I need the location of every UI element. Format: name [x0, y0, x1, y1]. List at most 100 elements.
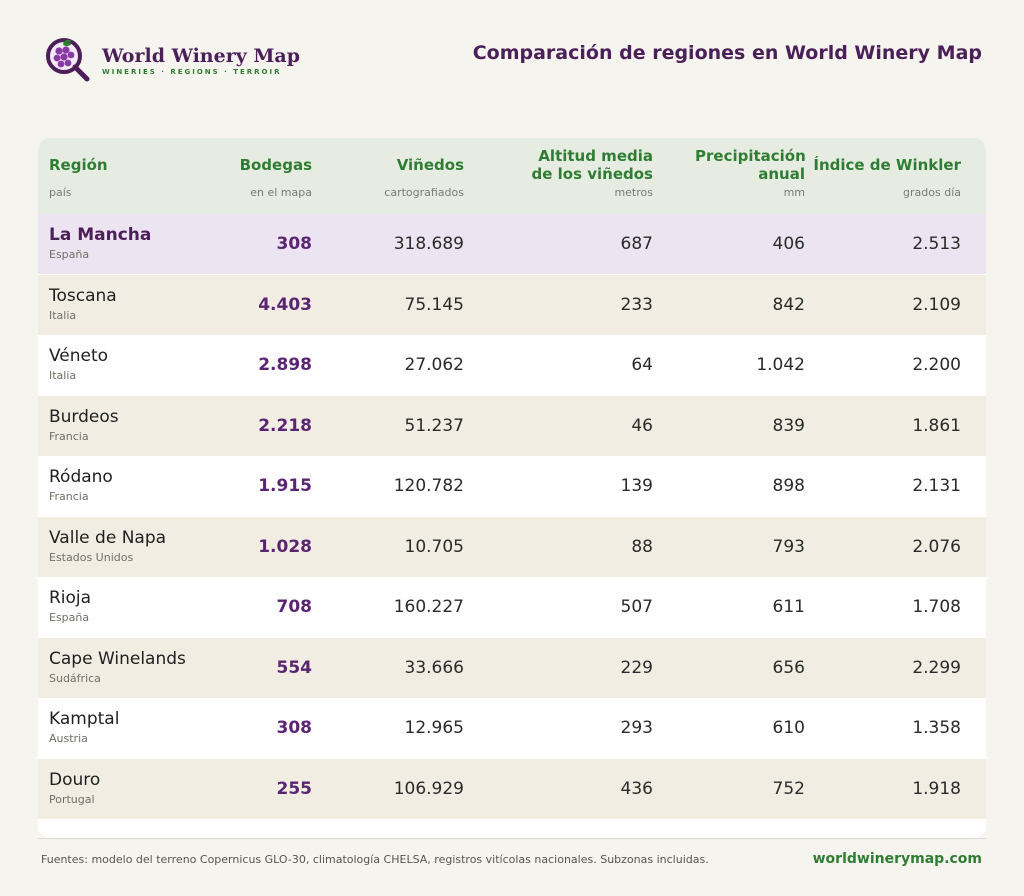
col-header-vinedos[interactable]: Viñedos: [396, 156, 464, 174]
cell-vinedos: 106.929: [393, 778, 464, 799]
region-name: Kamptal: [49, 709, 120, 729]
region-name: Toscana: [49, 285, 117, 306]
page-header: World Winery Map WINERIES · REGIONS · TE…: [0, 0, 1024, 110]
col-sub-bodegas: en el mapa: [250, 186, 312, 199]
cell-vinedos: 160.227: [393, 597, 464, 617]
cell-altitud: 507: [620, 597, 653, 617]
region-name: Véneto: [49, 346, 109, 366]
cell-region: La Mancha España: [49, 225, 151, 261]
cell-region: Kamptal Austria: [49, 709, 119, 745]
cell-vinedos: 51.237: [404, 415, 464, 436]
cell-region: Rioja España: [49, 588, 91, 624]
region-country: Estados Unidos: [49, 550, 134, 564]
cell-region: Douro Portugal: [49, 770, 100, 806]
region-name: Douro: [49, 769, 101, 790]
col-sub-altitud: metros: [614, 186, 653, 199]
cell-precip: 656: [772, 657, 805, 678]
cell-bodegas: 1.028: [258, 536, 312, 557]
cell-region: Toscana Italia: [49, 286, 117, 322]
cell-bodegas: 255: [276, 778, 313, 799]
cell-winkler: 2.109: [912, 294, 961, 315]
table-row[interactable]: Rioja España 708 160.227 507 611 1.708: [38, 577, 986, 637]
cell-precip: 842: [772, 294, 805, 315]
cell-precip: 611: [772, 597, 805, 617]
region-name: Rioja: [49, 588, 92, 608]
region-country: Italia: [49, 369, 77, 382]
region-name: Valle de Napa: [49, 527, 167, 548]
page-title: Comparación de regiones en World Winery …: [472, 42, 982, 64]
table-row[interactable]: Douro Portugal 255 106.929 436 752 1.918: [38, 758, 986, 819]
cell-winkler: 2.513: [912, 234, 961, 254]
region-country: Austria: [49, 732, 88, 745]
cell-vinedos: 12.965: [404, 718, 464, 738]
cell-altitud: 233: [620, 294, 653, 315]
region-country: Portugal: [49, 792, 95, 806]
table-row[interactable]: Cape Winelands Sudáfrica 554 33.666 229 656 2.…: [38, 637, 986, 698]
cell-winkler: 1.918: [912, 778, 961, 799]
cell-precip: 610: [772, 718, 805, 738]
grape-magnifier-icon: [46, 38, 90, 82]
cell-vinedos: 10.705: [404, 536, 464, 557]
footer-divider: [38, 838, 986, 839]
cell-altitud: 64: [631, 355, 653, 375]
col-sub-winkler: grados día: [903, 186, 961, 199]
cell-region: Ródano Francia: [49, 467, 113, 503]
table-row[interactable]: Véneto Italia 2.898 27.062 64 1.042 2.200: [38, 335, 986, 395]
region-name: Burdeos: [49, 406, 119, 427]
cell-winkler: 2.076: [912, 536, 961, 557]
cell-altitud: 139: [620, 476, 653, 496]
table-row[interactable]: Burdeos Francia 2.218 51.237 46 839 1.861: [38, 395, 986, 456]
regions-table: Región país Bodegas en el mapa Viñedos c…: [38, 138, 986, 838]
cell-precip: 406: [772, 234, 805, 254]
cell-winkler: 2.200: [912, 355, 961, 375]
col-sub-region: país: [49, 186, 72, 199]
cell-precip: 793: [772, 536, 805, 557]
brand-logo[interactable]: World Winery Map WINERIES · REGIONS · TE…: [44, 36, 300, 84]
col-sub-precip: mm: [783, 186, 805, 199]
cell-bodegas: 554: [276, 657, 313, 678]
col-header-precip[interactable]: Precipitación anual: [695, 147, 806, 183]
cell-bodegas: 308: [276, 234, 313, 254]
col-header-region[interactable]: Región: [49, 156, 108, 174]
brand-name: World Winery Map: [102, 44, 301, 67]
cell-bodegas: 2.898: [258, 355, 312, 375]
cell-altitud: 687: [620, 234, 653, 254]
cell-region: Véneto Italia: [49, 346, 108, 382]
cell-winkler: 2.131: [912, 476, 961, 496]
cell-altitud: 436: [620, 778, 653, 799]
cell-winkler: 1.861: [912, 415, 961, 436]
region-name: Ródano: [49, 467, 113, 487]
table-row[interactable]: La Mancha España 308 318.689 687 406 2.513: [38, 214, 986, 274]
region-country: España: [49, 248, 90, 261]
sources-note: Fuentes: modelo del terreno Copernicus G…: [41, 853, 709, 866]
region-country: Italia: [49, 308, 77, 322]
cell-bodegas: 308: [276, 718, 313, 738]
region-country: España: [49, 611, 90, 624]
cell-winkler: 1.708: [912, 597, 961, 617]
cell-vinedos: 75.145: [404, 294, 464, 315]
col-header-winkler[interactable]: Índice de Winkler: [813, 156, 961, 174]
table-row[interactable]: Valle de Napa Estados Unidos 1.028 10.705 88…: [38, 516, 986, 577]
region-name: La Mancha: [49, 225, 152, 245]
cell-region: Burdeos Francia: [49, 407, 119, 443]
table-row[interactable]: Ródano Francia 1.915 120.782 139 898 2.131: [38, 456, 986, 516]
cell-precip: 1.042: [756, 355, 805, 375]
cell-winkler: 1.358: [912, 718, 961, 738]
cell-region: Cape Winelands Sudáfrica: [49, 649, 186, 685]
cell-vinedos: 120.782: [393, 476, 464, 496]
table-row[interactable]: Kamptal Austria 308 12.965 293 610 1.358: [38, 698, 986, 758]
table-row[interactable]: Toscana Italia 4.403 75.145 233 842 2.109: [38, 274, 986, 335]
cell-bodegas: 4.403: [258, 294, 312, 315]
cell-bodegas: 708: [276, 597, 313, 617]
cell-vinedos: 318.689: [393, 234, 464, 254]
cell-altitud: 46: [631, 415, 653, 436]
cell-altitud: 88: [631, 536, 653, 557]
region-country: Sudáfrica: [49, 671, 101, 685]
region-country: Francia: [49, 429, 89, 443]
site-link[interactable]: worldwinerymap.com: [812, 851, 982, 867]
col-header-altitud[interactable]: Altitud media de los viñedos: [531, 147, 653, 183]
cell-precip: 839: [772, 415, 805, 436]
cell-altitud: 293: [620, 718, 653, 738]
cell-precip: 898: [772, 476, 805, 496]
col-header-bodegas[interactable]: Bodegas: [239, 156, 312, 174]
